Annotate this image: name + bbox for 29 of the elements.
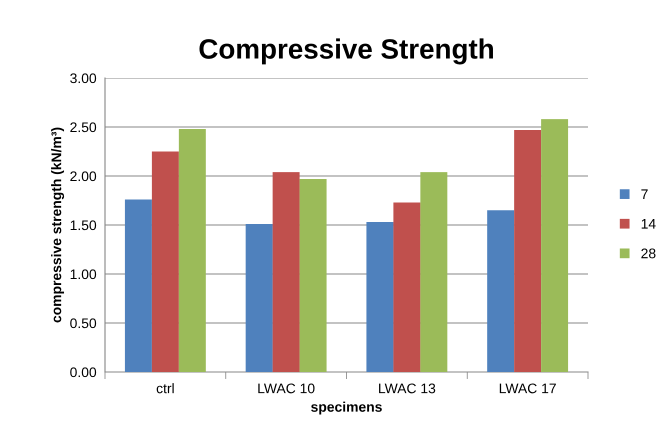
bar [300, 178, 327, 372]
bar [541, 119, 568, 372]
x-tick-label: LWAC 10 [258, 383, 315, 394]
bar [514, 130, 542, 372]
y-tick-label: 0.00 [70, 367, 96, 378]
y-tick-label: 2.00 [70, 171, 96, 182]
y-axis-title: compressive strength (kN/m³) [51, 128, 64, 322]
bar [178, 128, 206, 372]
bar [366, 222, 394, 372]
y-tick-label: 2.50 [70, 122, 96, 132]
bar [393, 202, 420, 372]
x-tick-label: ctrl [156, 383, 174, 394]
bar [272, 172, 300, 372]
legend-label: 14 [642, 219, 656, 229]
x-tick-label: LWAC 17 [500, 383, 556, 394]
x-axis-title: specimens [311, 402, 382, 415]
y-tick-label: 0.50 [70, 318, 96, 328]
bar [124, 200, 152, 372]
bar [246, 224, 273, 372]
legend-label: 28 [641, 248, 656, 258]
y-tick-label: 1.50 [70, 220, 96, 230]
bar [152, 152, 179, 372]
y-tick-label: 3.00 [70, 73, 96, 84]
y-tick-label: 1.00 [70, 269, 96, 280]
x-tick-label: LWAC 13 [379, 383, 436, 394]
bar [420, 172, 448, 372]
bar [487, 210, 514, 372]
legend-label: 7 [641, 189, 648, 199]
chart-title: Compressive Strength [199, 38, 493, 64]
